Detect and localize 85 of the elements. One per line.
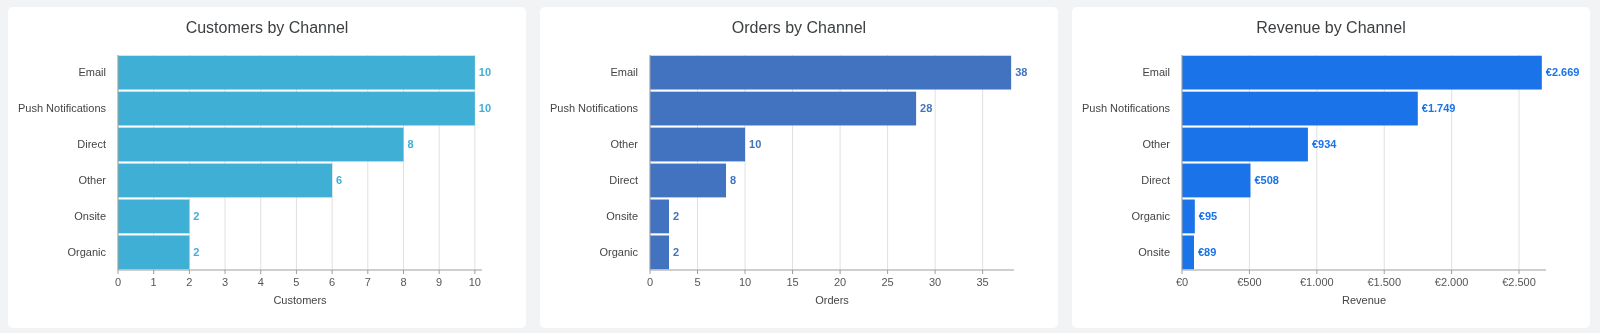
bar <box>650 163 727 198</box>
x-axis-title: Orders <box>815 294 850 306</box>
y-tick-label: Organic <box>1131 210 1171 223</box>
bar <box>118 127 404 162</box>
bar <box>650 235 670 270</box>
y-tick-label: Direct <box>609 174 638 187</box>
bar <box>650 127 746 162</box>
x-tick-label: 2 <box>186 276 193 288</box>
x-tick-label: €500 <box>1237 276 1262 288</box>
x-tick-label: €2.000 <box>1434 276 1469 288</box>
y-tick-label: Other <box>78 174 107 187</box>
y-tick-label: Direct <box>77 138 106 151</box>
bar <box>1182 91 1418 126</box>
data-label: 2 <box>673 210 680 223</box>
x-tick-label: 35 <box>976 276 989 288</box>
x-tick-label: 8 <box>400 276 407 288</box>
bar <box>1182 127 1308 162</box>
y-tick-label: Other <box>610 138 639 151</box>
bar <box>118 163 333 198</box>
y-tick-label: Direct <box>1141 174 1170 187</box>
x-axis-title: Customers <box>273 294 328 306</box>
x-tick-label: 0 <box>114 276 122 288</box>
x-tick-label: 10 <box>738 276 752 288</box>
x-axis-title: Revenue <box>1341 294 1387 306</box>
bar <box>118 55 475 90</box>
x-tick-label: 10 <box>468 276 481 288</box>
data-label: 2 <box>673 246 680 259</box>
x-tick-label: 5 <box>293 276 300 288</box>
bar <box>118 199 190 234</box>
y-tick-label: Organic <box>599 246 639 259</box>
y-tick-label: Push Notifications <box>1081 102 1171 115</box>
x-tick-label: 15 <box>786 276 799 288</box>
bar <box>650 55 1012 90</box>
y-tick-label: Other <box>1142 138 1171 151</box>
data-label: 10 <box>478 102 492 115</box>
x-tick-label: 20 <box>833 276 847 288</box>
y-tick-label: Onsite <box>606 210 638 223</box>
bar <box>650 199 670 234</box>
data-label: €2.669 <box>1545 66 1580 79</box>
x-tick-label: 9 <box>436 276 443 288</box>
data-label: 38 <box>1015 66 1028 79</box>
data-label: 8 <box>730 174 737 187</box>
y-tick-label: Email <box>610 66 638 79</box>
y-tick-label: Push Notifications <box>17 102 107 115</box>
y-tick-label: Push Notifications <box>549 102 639 115</box>
y-tick-label: Onsite <box>74 210 106 223</box>
x-tick-label: €1.500 <box>1367 276 1402 288</box>
data-label: 10 <box>749 138 762 151</box>
data-label: 8 <box>407 138 414 151</box>
x-tick-label: 25 <box>881 276 894 288</box>
x-tick-label: 7 <box>364 276 371 288</box>
y-tick-label: Email <box>78 66 106 79</box>
data-label: €95 <box>1198 210 1218 223</box>
x-tick-label: €2.500 <box>1502 276 1536 288</box>
y-tick-label: Onsite <box>1138 246 1170 259</box>
data-label: €1.749 <box>1421 102 1456 115</box>
bar <box>1182 199 1195 234</box>
x-tick-label: 3 <box>222 276 229 288</box>
x-tick-label: 5 <box>694 276 701 288</box>
y-tick-label: Organic <box>67 246 107 259</box>
x-tick-label: 4 <box>257 276 264 288</box>
chart-title: Customers by Channel <box>185 19 349 36</box>
chart-title: Revenue by Channel <box>1256 19 1406 36</box>
data-label: 2 <box>193 210 200 223</box>
bar <box>650 91 917 126</box>
x-tick-label: 30 <box>928 276 942 288</box>
x-tick-label: 1 <box>150 276 157 288</box>
bar <box>1182 163 1251 198</box>
data-label: 2 <box>193 246 200 259</box>
bar <box>118 235 190 270</box>
data-label: €934 <box>1311 138 1338 151</box>
bar <box>1182 55 1542 90</box>
x-tick-label: €0 <box>1175 276 1189 288</box>
x-tick-label: 0 <box>646 276 654 288</box>
data-label: €89 <box>1198 246 1217 259</box>
data-label: 6 <box>336 174 343 187</box>
x-tick-label: €1.000 <box>1299 276 1334 288</box>
bar <box>118 91 475 126</box>
data-label: 10 <box>478 66 492 79</box>
data-label: 28 <box>920 102 933 115</box>
bar <box>1182 235 1194 270</box>
x-tick-label: 6 <box>329 276 336 288</box>
chart-title: Orders by Channel <box>731 19 867 36</box>
data-label: €508 <box>1254 174 1279 187</box>
y-tick-label: Email <box>1142 66 1170 79</box>
